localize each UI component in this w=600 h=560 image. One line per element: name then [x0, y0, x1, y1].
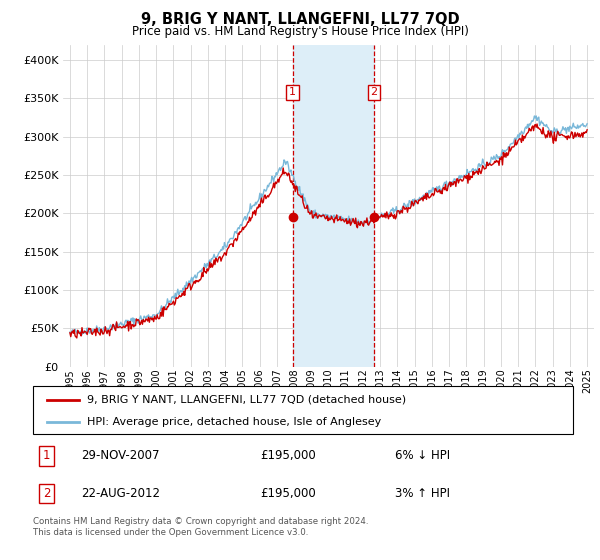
Text: £195,000: £195,000 — [260, 487, 316, 500]
Text: Contains HM Land Registry data © Crown copyright and database right 2024.
This d: Contains HM Land Registry data © Crown c… — [33, 517, 368, 537]
Text: 1: 1 — [289, 87, 296, 97]
Bar — [293, 45, 374, 367]
Text: Price paid vs. HM Land Registry's House Price Index (HPI): Price paid vs. HM Land Registry's House … — [131, 25, 469, 38]
Text: 3% ↑ HPI: 3% ↑ HPI — [395, 487, 450, 500]
Text: HPI: Average price, detached house, Isle of Anglesey: HPI: Average price, detached house, Isle… — [87, 417, 381, 427]
Text: 9, BRIG Y NANT, LLANGEFNI, LL77 7QD: 9, BRIG Y NANT, LLANGEFNI, LL77 7QD — [140, 12, 460, 27]
Text: 29-NOV-2007: 29-NOV-2007 — [82, 449, 160, 462]
Text: 9, BRIG Y NANT, LLANGEFNI, LL77 7QD (detached house): 9, BRIG Y NANT, LLANGEFNI, LL77 7QD (det… — [87, 395, 406, 405]
Text: £195,000: £195,000 — [260, 449, 316, 462]
Text: 2: 2 — [43, 487, 50, 500]
Text: 1: 1 — [43, 449, 50, 462]
Text: 6% ↓ HPI: 6% ↓ HPI — [395, 449, 450, 462]
FancyBboxPatch shape — [33, 386, 573, 434]
Text: 2: 2 — [370, 87, 377, 97]
Text: 22-AUG-2012: 22-AUG-2012 — [82, 487, 161, 500]
